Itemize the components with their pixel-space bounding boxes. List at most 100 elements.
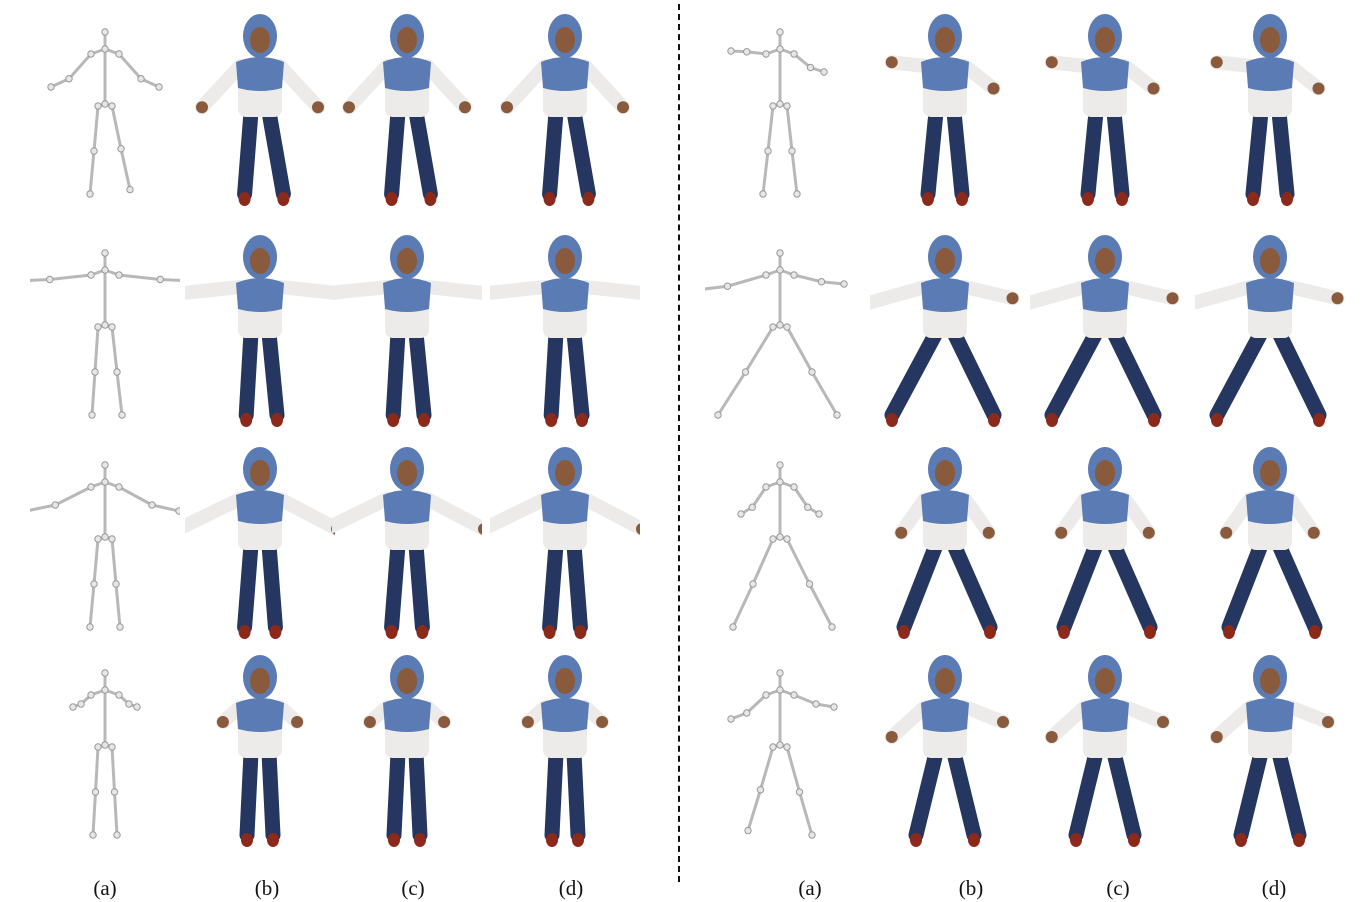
torso-hoodie-top [921,57,969,91]
skeleton-joint [790,483,798,491]
right-shoe [956,192,968,206]
left-shoe [543,625,556,639]
skeleton-joint [101,669,109,677]
left-hand [363,716,376,728]
left-leg-jeans [1245,104,1269,202]
right-arm-sleeve [420,59,472,115]
skeleton-joint [790,271,798,279]
right-shoe [416,625,429,639]
label-left-a: (a) [93,876,117,900]
skeleton-joint [69,703,77,711]
left-hand [501,101,513,114]
skeleton-joint [723,282,732,290]
right-leg-jeans [1271,325,1327,423]
left-arm-sleeve [1054,492,1092,540]
left-arm-sleeve [185,280,247,300]
skeleton-bone [766,104,775,153]
right-shoe [271,413,283,427]
face [555,27,575,53]
skeleton-figure [727,28,828,198]
left-leg-jeans [542,537,564,635]
right-hand [1006,292,1019,305]
right-row2-col-c [1030,225,1180,430]
right-leg-jeans [566,537,588,635]
skeleton-joint [776,321,784,329]
right-arm-sleeve [1118,59,1161,96]
right-arm-sleeve [578,492,640,536]
skeleton-bone [30,278,52,282]
right-shoe [1128,833,1140,847]
left-row3-col-a [30,437,180,642]
left-arm-sleeve [1209,700,1257,744]
skeleton-joint [87,50,95,58]
left-leg-jeans [542,104,564,202]
skeleton-joint [793,190,801,198]
right-shoe [1313,413,1325,427]
left-hand [521,716,534,728]
skeleton-joint [117,145,125,153]
right-arm-sleeve [420,280,482,300]
face [250,460,270,486]
left-arm-sleeve [185,492,247,534]
skeleton-joint [776,533,784,541]
right-shoe [418,413,430,427]
face [1260,460,1280,486]
skeleton-joint [101,478,109,486]
right-row3-col-d [1195,437,1345,642]
skeleton-joint [156,275,164,284]
left-row1-col-a [30,4,180,209]
skeleton-joint [94,535,102,543]
right-leg-jeans [1106,537,1158,635]
skeleton-joint [783,535,791,543]
right-arm-sleeve [958,280,1020,306]
right-leg-jeans [408,325,432,423]
right-shoe [576,413,588,427]
right-leg-jeans [408,745,428,843]
left-arm-sleeve [1030,280,1092,310]
left-shoe [387,413,400,427]
face [1260,248,1280,274]
rendered-person [342,14,472,206]
left-leg-jeans [543,325,564,423]
skeleton-bone [88,582,96,629]
label-left-b: (b) [254,876,280,900]
torso-hoodie-top [236,57,284,91]
right-leg-jeans [261,745,281,843]
right-row2-col-d [1195,225,1345,430]
skeleton-bone [110,537,118,586]
skeleton-bone [785,745,801,794]
face [935,668,955,694]
skeleton-bone [744,325,775,374]
right-arm-sleeve [1118,280,1180,306]
skeleton-joint [817,278,826,286]
face [555,460,575,486]
right-leg-jeans [1106,104,1130,202]
skeleton-bone [92,104,100,153]
skeleton-joint [108,743,116,751]
skeleton-joint [756,786,765,794]
right-shoe [1116,192,1128,206]
right-row2-col-a [705,225,855,430]
skeleton-joint [783,743,791,751]
right-leg-jeans [946,325,1002,423]
rendered-person [215,655,305,847]
rendered-person [332,235,482,427]
rendered-person [884,655,1010,847]
right-shoe [582,192,595,206]
skeleton-joint [727,47,735,55]
left-shoe [898,625,910,639]
skeleton-bone [117,52,143,81]
left-shoe [1211,413,1223,427]
skeleton-joint [776,741,784,749]
left-arm-sleeve [1195,280,1257,310]
skeleton-joint [101,266,109,274]
skeleton-joint [90,580,98,588]
skeleton-joint [727,715,735,723]
torso-hoodie-top [1081,698,1129,732]
left-shoe [240,413,253,427]
left-arm-sleeve [490,492,552,534]
skeleton-joint [776,461,784,469]
skeleton-joint [741,368,750,376]
skeleton-bone [792,693,818,706]
right-row3-col-a [705,437,855,642]
